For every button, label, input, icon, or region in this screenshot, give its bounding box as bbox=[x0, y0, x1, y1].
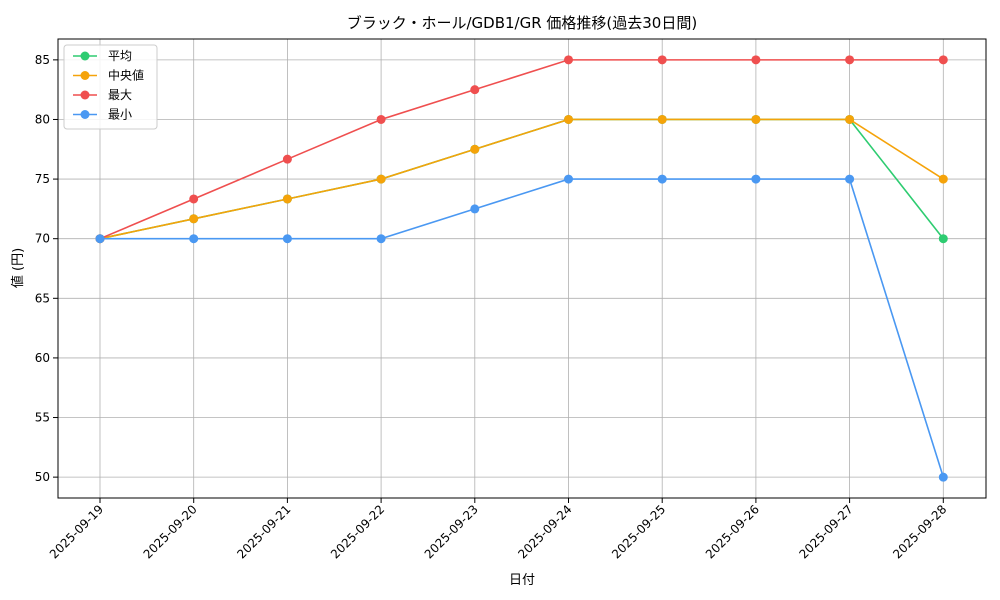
data-point bbox=[376, 114, 386, 124]
legend-label: 中央値 bbox=[108, 68, 144, 83]
data-point bbox=[282, 154, 292, 164]
series-2 bbox=[95, 55, 948, 244]
legend-swatch-marker bbox=[80, 51, 90, 61]
data-point bbox=[845, 174, 855, 184]
data-point bbox=[845, 114, 855, 124]
data-point bbox=[470, 204, 480, 214]
series-layer bbox=[95, 55, 948, 482]
data-point bbox=[470, 85, 480, 95]
data-point bbox=[657, 114, 667, 124]
data-point bbox=[189, 214, 199, 224]
data-point bbox=[282, 234, 292, 244]
tick-layer: 2025-09-19 2025-09-20 2025-09-21 2025-09-22… bbox=[35, 53, 950, 562]
x-tick-label: 2025-09-20 bbox=[141, 502, 200, 561]
data-point bbox=[938, 234, 948, 244]
series-3 bbox=[95, 174, 948, 482]
data-point bbox=[564, 114, 573, 124]
x-tick-label: 2025-09-28 bbox=[890, 502, 949, 561]
x-tick-label: 2025-09-19 bbox=[47, 502, 106, 561]
legend-swatch-marker bbox=[80, 90, 90, 100]
legend-swatch-marker bbox=[80, 71, 90, 80]
legend-swatch-marker bbox=[80, 110, 90, 119]
y-tick-label: 70 bbox=[35, 232, 50, 246]
data-point bbox=[751, 114, 761, 124]
legend-label: 最大 bbox=[108, 88, 132, 102]
data-point bbox=[189, 234, 199, 244]
x-tick-label: 2025-09-24 bbox=[515, 502, 574, 561]
x-tick-label: 2025-09-21 bbox=[234, 502, 293, 561]
series-line bbox=[100, 178, 945, 478]
data-point bbox=[95, 234, 105, 244]
y-tick-label: 55 bbox=[35, 411, 50, 425]
data-point bbox=[751, 55, 761, 65]
data-point bbox=[938, 472, 948, 482]
x-tick-label: 2025-09-22 bbox=[328, 502, 387, 561]
legend-label: 平均 bbox=[108, 49, 132, 63]
y-tick-label: 80 bbox=[35, 112, 50, 126]
y-tick-label: 50 bbox=[35, 470, 50, 484]
y-axis-label: 値 (円) bbox=[10, 248, 26, 288]
data-point bbox=[564, 55, 573, 65]
y-tick-label: 75 bbox=[35, 172, 50, 186]
grid-layer bbox=[58, 39, 986, 498]
data-point bbox=[845, 55, 855, 65]
x-axis-label: 日付 bbox=[509, 573, 535, 588]
y-tick-label: 65 bbox=[35, 291, 50, 305]
data-point bbox=[376, 174, 386, 184]
plot-frame bbox=[57, 38, 987, 499]
series-line bbox=[99, 59, 944, 240]
data-point bbox=[376, 234, 386, 244]
y-tick-label: 60 bbox=[35, 351, 50, 365]
x-tick-label: 2025-09-25 bbox=[609, 502, 668, 561]
x-tick-label: 2025-09-23 bbox=[422, 502, 481, 561]
data-point bbox=[189, 194, 199, 204]
data-point bbox=[282, 194, 292, 204]
data-point bbox=[564, 174, 573, 184]
chart-title: ブラック・ホール/GDB1/GR 価格推移(過去30日間) bbox=[347, 14, 697, 32]
legend-label: 最小 bbox=[108, 108, 132, 122]
data-point bbox=[470, 144, 480, 154]
x-tick-label: 2025-09-27 bbox=[797, 502, 856, 561]
data-point bbox=[657, 174, 667, 184]
x-tick-label: 2025-09-26 bbox=[703, 502, 762, 561]
data-point bbox=[938, 55, 948, 65]
data-point bbox=[751, 174, 761, 184]
y-tick-label: 85 bbox=[35, 53, 50, 67]
data-point bbox=[938, 174, 948, 184]
data-point bbox=[657, 55, 667, 65]
series-line bbox=[99, 118, 944, 240]
legend-box bbox=[63, 44, 158, 130]
